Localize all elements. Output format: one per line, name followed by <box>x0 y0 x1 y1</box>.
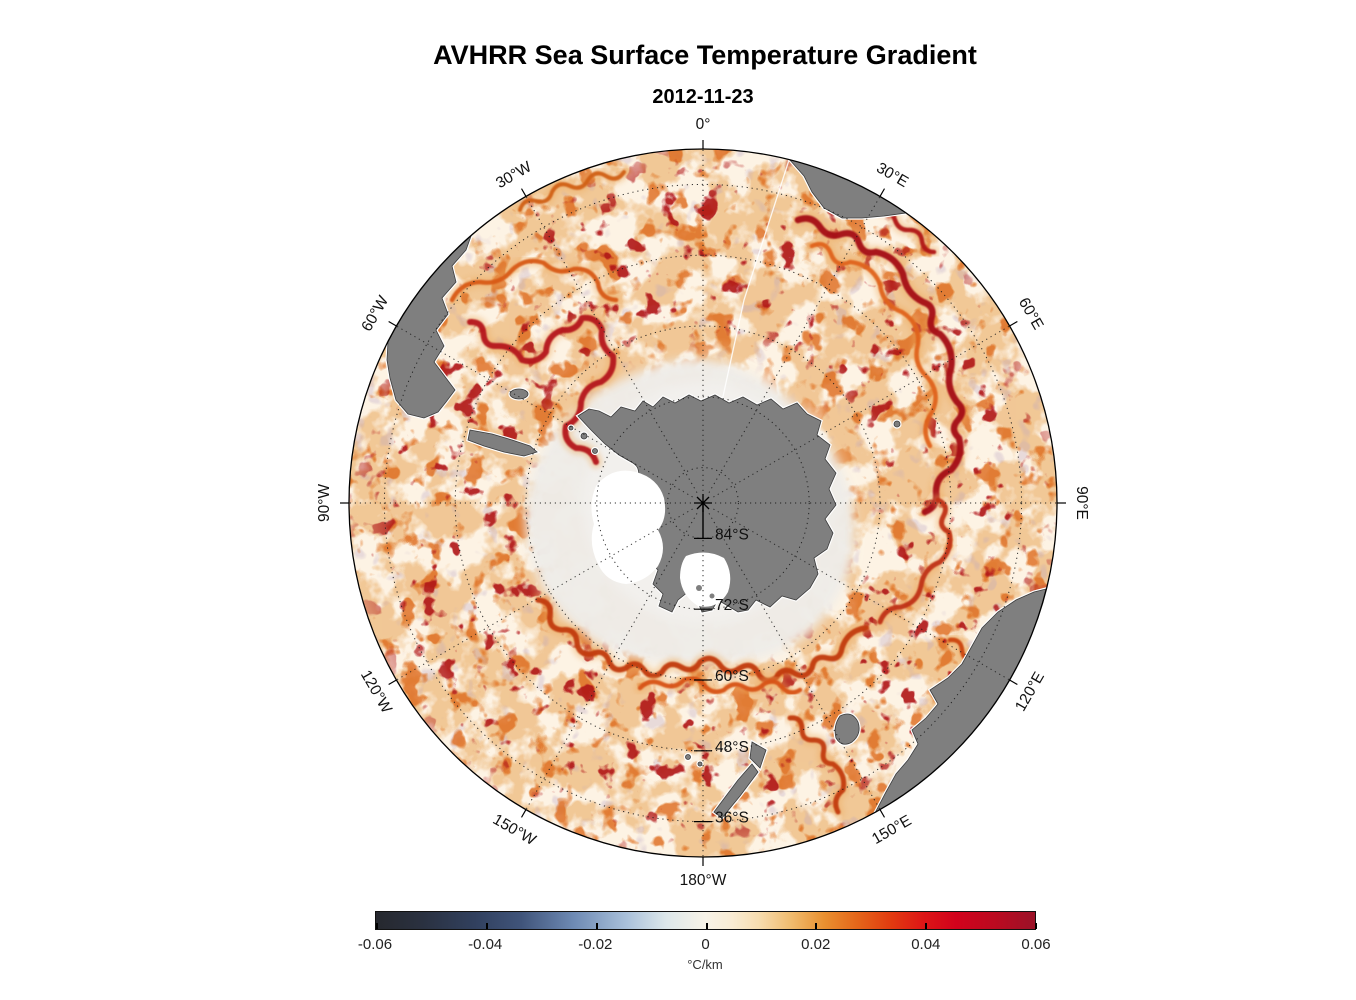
island <box>709 593 715 599</box>
pole-marker <box>694 494 712 538</box>
longitude-tick <box>879 809 886 818</box>
meridian-line <box>396 325 693 498</box>
colorbar-tick <box>485 923 488 929</box>
filament <box>467 314 617 465</box>
date-subtitle: 2012-11-23 <box>652 86 754 108</box>
longitude-label: 90°E <box>1073 486 1090 520</box>
longitude-tick <box>879 188 886 197</box>
filament <box>877 497 953 625</box>
map-disc <box>349 149 1057 857</box>
longitude-label: 150°E <box>869 812 914 848</box>
meridian-line <box>708 196 881 493</box>
latitude-label: 72°S <box>715 597 749 614</box>
meridian-line <box>396 508 693 681</box>
colorbar-tick <box>376 923 378 929</box>
colorbar-tick-label: -0.04 <box>468 936 503 953</box>
filament <box>518 170 626 212</box>
filament <box>787 715 847 815</box>
colorbar-tick <box>815 923 818 929</box>
page-title: AVHRR Sea Surface Temperature Gradient <box>433 40 977 70</box>
colorbar-tick <box>925 923 928 929</box>
longitude-label: 150°W <box>490 811 539 849</box>
colorbar-tick-label: -0.02 <box>578 936 613 953</box>
colorbar-tick-label: 0.02 <box>801 936 831 953</box>
longitude-tick <box>1009 320 1018 327</box>
colorbar-tick <box>1035 923 1037 929</box>
filament <box>809 241 938 449</box>
sst-front-filaments <box>446 166 1000 818</box>
latitude-ticks <box>694 537 712 823</box>
latitude-label: 36°S <box>715 810 749 827</box>
colorbar-tick-label: 0 <box>701 936 710 953</box>
longitude-label: 30°E <box>873 159 911 191</box>
meridian-line <box>713 508 1010 681</box>
longitude-tick <box>388 679 397 686</box>
colorbar <box>375 911 1037 930</box>
meridian-line <box>708 513 881 810</box>
latitude-labels: 84°S 72°S 60°S 48°S 36°S <box>715 526 749 826</box>
island <box>696 585 702 591</box>
ross-ice-shelf <box>680 552 731 607</box>
longitude-tick <box>388 320 397 327</box>
latitude-label: 84°S <box>715 526 749 543</box>
latitude-label: 60°S <box>715 668 749 685</box>
longitude-label: 90°W <box>316 484 333 522</box>
colorbar-tick <box>595 923 598 929</box>
longitude-ticks <box>340 140 1066 866</box>
longitude-label: 30°W <box>493 158 535 192</box>
longitude-tick <box>1009 679 1018 686</box>
longitude-label: 60°E <box>1015 295 1047 333</box>
longitude-label: 120°W <box>357 667 395 716</box>
meridian-line <box>525 513 698 810</box>
filament <box>535 597 869 684</box>
longitude-label: 60°W <box>358 293 392 335</box>
meridian-line <box>525 196 698 493</box>
filament <box>637 675 803 695</box>
filament <box>794 215 966 516</box>
parallel-circle <box>596 396 810 610</box>
longitude-label: 180°W <box>680 872 727 889</box>
ice-shelf-west <box>591 470 666 584</box>
latitude-label: 48°S <box>715 739 749 756</box>
colorbar-tick-label: 0.06 <box>1021 936 1051 953</box>
colorbar-tick <box>705 923 708 929</box>
longitude-label: 120°E <box>1012 669 1048 714</box>
longitude-tick <box>520 188 527 197</box>
colorbar-unit-label: °C/km <box>687 957 723 972</box>
longitude-tick <box>520 809 527 818</box>
colorbar-tick-label: 0.04 <box>911 936 941 953</box>
colorbar-tick-label: -0.06 <box>357 936 393 953</box>
longitude-label: 0° <box>696 116 711 133</box>
filament <box>449 258 619 303</box>
meridian-line <box>713 325 1010 498</box>
